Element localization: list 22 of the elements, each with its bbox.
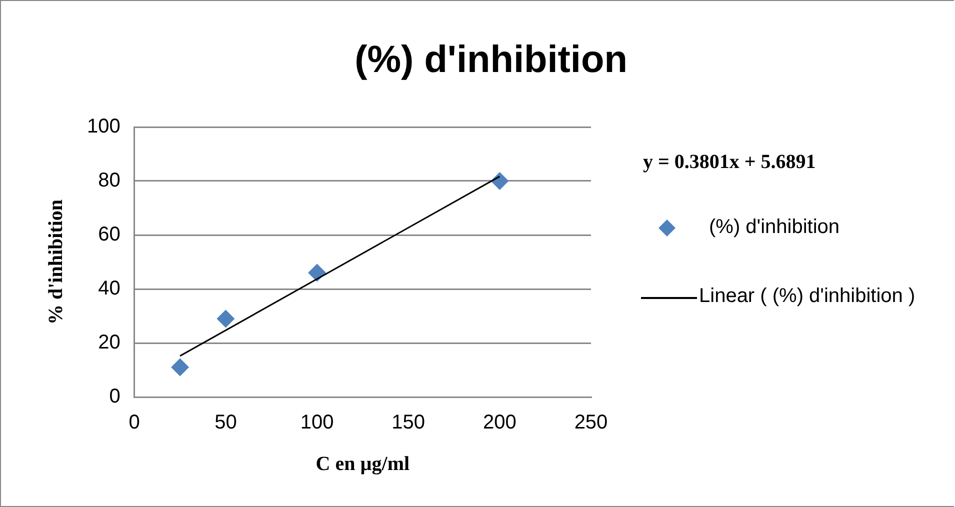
x-tick-label: 150 xyxy=(392,412,426,434)
y-tick-label: 0 xyxy=(109,386,120,408)
point xyxy=(216,310,235,328)
y-tick-label: 100 xyxy=(86,116,120,138)
x-tick-label: 0 xyxy=(128,412,140,434)
point xyxy=(308,264,326,282)
x-tick-label: 50 xyxy=(214,412,237,434)
x-axis-title: C en µg/ml xyxy=(316,453,410,476)
legend-label: (%) d'inhibition xyxy=(708,216,840,239)
y-tick-label: 80 xyxy=(98,170,120,192)
point xyxy=(171,358,190,376)
point xyxy=(490,172,509,190)
y-tick-label: 40 xyxy=(98,278,120,300)
legend-label: Linear ( (%) d'inhibition ) xyxy=(699,285,916,308)
chart-title: (%) d'inhibition xyxy=(354,39,628,82)
y-axis-title: % d'inhibition xyxy=(45,199,68,325)
x-tick-label: 100 xyxy=(300,412,334,434)
text: y = 0.3801x + 5.6891 xyxy=(643,151,817,174)
y-tick-label: 20 xyxy=(98,332,120,354)
x-tick-label: 200 xyxy=(482,412,516,434)
y-tick-label: 60 xyxy=(98,224,120,246)
x-tick-label: 250 xyxy=(574,412,608,434)
